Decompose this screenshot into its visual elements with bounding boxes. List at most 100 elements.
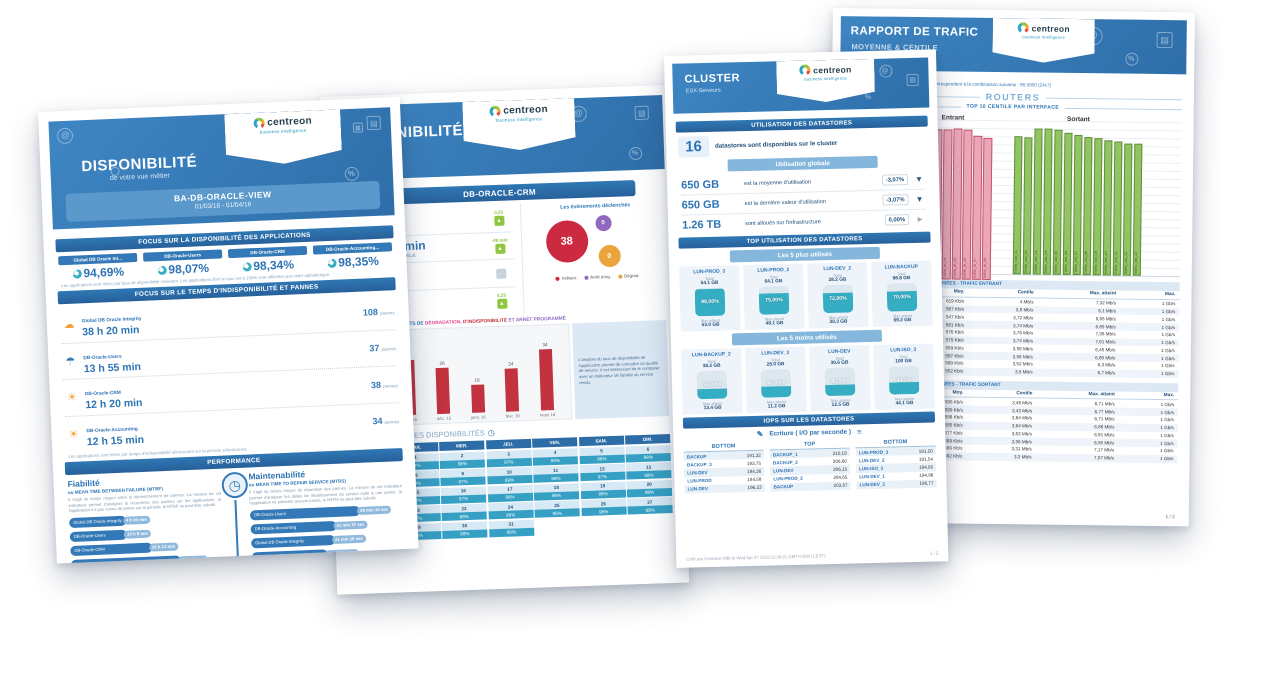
footer-generated-by: Créé par Centreon MBI le Wed Apr 27 2016… [686, 553, 826, 562]
cell-max: 1 Gb/s [1160, 409, 1175, 415]
interface-name-label: Traffic_out_08 [1084, 250, 1088, 275]
calendar-cell: 11 98% [533, 465, 579, 484]
weather-icon: ☀ [66, 391, 78, 405]
mtbf-bar-value: 4 h 20 min [122, 515, 150, 525]
availability-percent: 98,34% [252, 257, 295, 274]
availability-percent: 94,69% [83, 264, 125, 281]
max-value: 44.1 GB [895, 401, 914, 407]
interface-name-label: Traffic_in_08 [984, 257, 988, 279]
column-header: Max. atteint [1088, 392, 1115, 398]
bar-month-label: janv. 16 [470, 414, 486, 421]
app-availability-value: 98,35% [313, 253, 393, 270]
most-used-cards: LUN-PROD_3 Total 54.1 GB 98,00% Max atte… [679, 260, 933, 332]
gauge-icon [242, 261, 252, 272]
pencil-icon: ✎ [756, 429, 764, 439]
trend-arrow-icon: ▲ [493, 215, 505, 227]
cell-centile: 3,46 Mb/s [1012, 399, 1033, 406]
calendar-cell: 26 98% [580, 498, 627, 517]
downtime-info: DB-Oracle-Users 13 h 55 min [83, 335, 334, 375]
cell-max-atteint: 7,36 Mb/s [1095, 331, 1116, 337]
datastore-name: LUN-PROD_2 [773, 475, 803, 482]
sortant-label: Sortant [1066, 115, 1090, 124]
datastore-card: LUN-BACKUP Total 98.8 GB 70,00% Max atte… [871, 260, 933, 327]
cell-centile: 3,74 Mb/s [1012, 338, 1034, 344]
cell-centile: 3,5 Mb/s [1015, 369, 1033, 375]
brand-name: centreon [813, 63, 852, 75]
centreon-logo-icon [1018, 22, 1029, 33]
brand-tagline: business intelligence [1022, 34, 1066, 40]
at-icon: @ [881, 67, 889, 75]
cell-max-atteint: 6,55 Mb/s [1094, 439, 1115, 446]
calendar-cell: 4 99% [532, 448, 578, 466]
traffic-out-bar: Traffic_out_08 [1082, 137, 1093, 276]
failure-count: 108 pannes [336, 306, 395, 318]
global-usage-banner: Utilisation globale [727, 155, 878, 172]
server-icon: ▤ [1156, 31, 1173, 49]
iops-table-rows: LUN-PROD_3 191,20 LUN-DEV_2 191,54 LUN-I… [855, 446, 937, 490]
failure-count: 37 pannes [338, 343, 396, 355]
interface-name-label: Traffic_in_04 [944, 257, 948, 279]
total-value: 30.6 GB [830, 360, 849, 367]
kpi-trend-value: 0,25 [496, 292, 507, 299]
event-bubble: 38 [544, 219, 589, 264]
datastore-name: LUN-DEV [773, 467, 794, 474]
cell-max-atteint: 6,85 Mb/s [1095, 354, 1116, 361]
mtrs-bar: DB-Oracle-CRM [251, 548, 328, 563]
page-footer: Créé par Centreon MBI le Wed Apr 27 2016… [686, 550, 938, 561]
calendar-day-header: DIM. [625, 434, 671, 445]
total-value: 28.2 GB [828, 277, 847, 284]
kpi-trend-value: 0,25 [494, 209, 504, 216]
chart-title-downtime: ET ARRÊT PROGRAMMÉ [508, 316, 566, 324]
datastore-name: BACKUP [686, 453, 707, 460]
percent-icon: % [1128, 55, 1135, 63]
app-availability: Global DB Oracle Int... 94,69% [58, 252, 138, 281]
calendar-day-availability: 97% [440, 476, 486, 487]
chart-column: 16 janv. 16 [468, 332, 486, 420]
datastore-card: LUN-BACKUP_2 Total 38.2 GB 35,00% Max at… [681, 348, 743, 415]
grid-icon: ▦ [352, 122, 364, 133]
trend-arrow-icon: ▼ [915, 174, 924, 184]
mtbf-column: Fiabilité ou MEAN TIME BETWEEN FAILURE (… [67, 473, 224, 564]
mtbf-bar: DB-Oracle-Users [69, 529, 128, 542]
total-value: 38.2 GB [702, 363, 721, 370]
interface-name-label: Traffic_out_07 [1074, 250, 1078, 275]
calendar-cell: 5 98% [578, 446, 625, 465]
mtrs-bar: Global DB Oracle Integrity [251, 534, 336, 549]
max-value: 11.2 GB [767, 404, 786, 410]
usage-percent: 98,00% [701, 298, 719, 306]
mtrs-bar-value: 21 min 37 sec [333, 520, 368, 530]
calendar-cell: 2 98% [439, 451, 486, 469]
cell-max-atteint: 7,17 Mb/s [1094, 447, 1115, 453]
legend-label: Arrêt prog. [590, 273, 612, 280]
percent-icon: % [347, 168, 356, 179]
failure-count-unit: pannes [384, 419, 400, 426]
traffic-out-bar: Traffic_out_03 [1032, 128, 1043, 275]
centreon-logo-icon [253, 118, 264, 129]
brand-name: centreon [267, 115, 313, 129]
mtrs-bar: DB-Oracle-Users [249, 505, 361, 521]
calendar-day-availability: 98% [626, 487, 673, 498]
app-availability-value: 98,34% [228, 257, 308, 274]
calendar-cell: 31 98% [488, 519, 534, 538]
app-availability-value: 98,07% [143, 260, 223, 277]
legend-label: Indispo. [561, 275, 578, 281]
most-used-banner: Les 5 plus utilisés [729, 246, 881, 263]
calendar-day-availability: 99% [626, 470, 672, 480]
traffic-out-bar: Traffic_out_09 [1092, 138, 1103, 276]
brand-name: centreon [503, 104, 549, 117]
calendar-day-header: JEU. [485, 439, 531, 450]
datastore-cylinder: 40,89% [824, 367, 856, 397]
iops-value: 191,20 [918, 448, 933, 454]
calendar-cell: 17 98% [487, 484, 533, 503]
datastore-name: LUN-PROD_3 [858, 449, 889, 455]
cell-centile: 3,31 Mb/s [1011, 446, 1032, 452]
bar-value-label: 34 [542, 343, 548, 349]
interface-name-label: Traffic_out_06 [1064, 250, 1068, 274]
app-name: DB-Oracle-Users [83, 354, 122, 361]
traffic-in-bar: Traffic_in_07 [971, 135, 982, 280]
interface-name-label: Traffic_in_07 [974, 257, 978, 279]
availability-percent: 98,07% [168, 260, 210, 277]
calendar-day-availability: 98% [439, 459, 486, 469]
weather-icon: ☂ [65, 355, 76, 368]
total-value: 100 GB [895, 359, 912, 365]
